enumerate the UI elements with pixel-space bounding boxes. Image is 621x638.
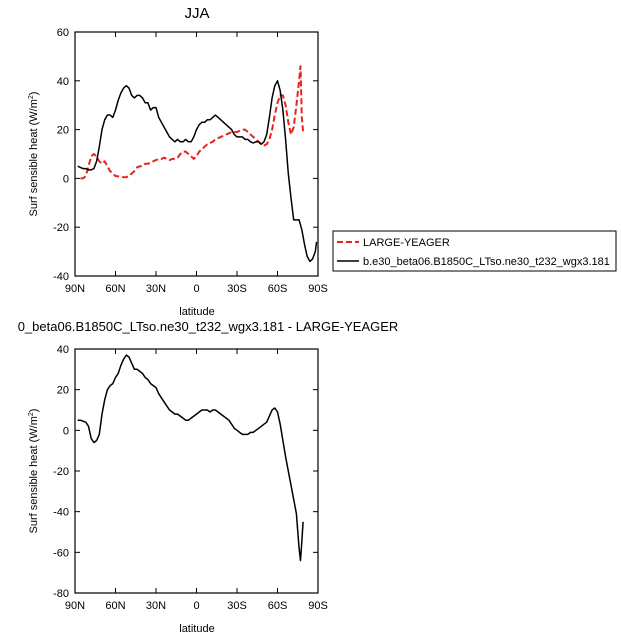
bottom-x-tick-label: 60N [105, 600, 125, 612]
bottom-y-tick-label: 0 [63, 425, 69, 437]
bottom-y-tick-label: 20 [57, 385, 69, 397]
top-y-tick-label: 20 [57, 125, 69, 137]
top-y-tick-label: 40 [57, 76, 69, 88]
bottom-x-tick-label: 60S [268, 600, 288, 612]
bottom-y-tick-label: 40 [57, 344, 69, 356]
top-y-tick-label: 0 [63, 173, 69, 185]
top-series-line-0 [80, 65, 305, 180]
bottom-y-tick-label: -80 [53, 588, 69, 600]
bottom-y-tick-label: -40 [53, 507, 69, 519]
bottom-y-axis-label: Surf sensible heat (W/m2) [28, 409, 40, 534]
bottom-x-tick-label: 30S [227, 600, 247, 612]
top-x-tick-label: 90N [65, 283, 85, 295]
bottom-y-tick-label: -60 [53, 547, 69, 559]
top-x-tick-label: 30N [146, 283, 166, 295]
legend-box [332, 230, 617, 272]
top-y-axis-label: Surf sensible heat (W/m2) [28, 92, 40, 217]
bottom-y-tick-label: -20 [53, 466, 69, 478]
top-plot-frame [74, 31, 319, 277]
legend: LARGE-YEAGER b.e30_beta06.B1850C_LTso.ne… [332, 230, 617, 272]
top-x-tick-label: 0 [193, 283, 199, 295]
top-x-tick-label: 60N [105, 283, 125, 295]
bottom-panel: 0_beta06.B1850C_LTso.ne30_t232_wgx3.181 … [18, 319, 399, 635]
bottom-x-tick-label: 0 [193, 600, 199, 612]
bottom-x-tick-label: 90N [65, 600, 85, 612]
top-y-tick-label: 60 [57, 27, 69, 39]
bottom-series-line-0 [77, 354, 304, 562]
bottom-plot-frame [74, 348, 319, 594]
top-panel-title: JJA [184, 5, 209, 22]
bottom-x-tick-label: 90S [308, 600, 328, 612]
top-x-tick-label: 30S [227, 283, 247, 295]
top-series-line-1 [77, 80, 318, 263]
top-y-tick-label: -20 [53, 222, 69, 234]
bottom-panel-title: 0_beta06.B1850C_LTso.ne30_t232_wgx3.181 … [18, 319, 399, 334]
legend-label-model: b.e30_beta06.B1850C_LTso.ne30_t232_wgx3.… [363, 256, 610, 268]
top-x-tick-label: 90S [308, 283, 328, 295]
top-y-tick-label: -40 [53, 271, 69, 283]
top-panel: JJA 60 40 20 0 -20 -40 90N 60N 30N 0 30S 60S 90S la… [28, 5, 328, 318]
legend-label-large-yeager: LARGE-YEAGER [363, 237, 450, 249]
top-x-tick-label: 60S [268, 283, 288, 295]
bottom-x-tick-label: 30N [146, 600, 166, 612]
top-x-axis-label: latitude [179, 306, 214, 318]
bottom-x-axis-label: latitude [179, 623, 214, 635]
